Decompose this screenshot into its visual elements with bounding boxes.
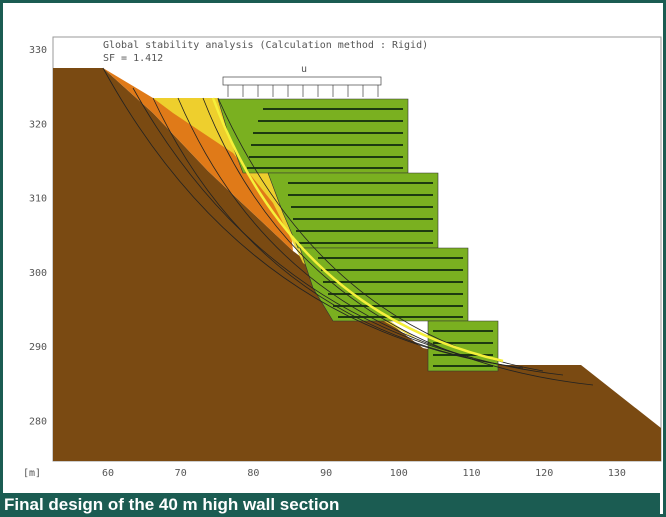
tick-label: 310 xyxy=(29,194,47,205)
tick-label: 60 xyxy=(102,468,114,479)
tick-label: 320 xyxy=(29,119,47,130)
tick-label: 120 xyxy=(535,468,553,479)
tick-label: 330 xyxy=(29,45,47,56)
caption: Final design of the 40 m high wall secti… xyxy=(0,493,660,517)
tick-label: 90 xyxy=(320,468,332,479)
tick-label: 280 xyxy=(29,417,47,428)
analysis-title: Global stability analysis (Calculation m… xyxy=(103,40,428,51)
section-drawing: u Global stability analysis (Calculation… xyxy=(3,3,663,491)
axis-unit: [m] xyxy=(23,468,41,479)
tick-label: 80 xyxy=(247,468,259,479)
tick-label: 130 xyxy=(608,468,626,479)
figure-frame: u Global stability analysis (Calculation… xyxy=(0,0,666,517)
load-label: u xyxy=(301,64,307,75)
tick-label: 70 xyxy=(175,468,187,479)
tick-label: 110 xyxy=(462,468,480,479)
tick-label: 100 xyxy=(390,468,408,479)
tick-label: 290 xyxy=(29,342,47,353)
y-axis: 330 320 310 300 290 280 xyxy=(29,45,47,428)
page: {"figure": { "title": "Global stability … xyxy=(0,0,666,517)
safety-factor: SF = 1.412 xyxy=(103,53,163,64)
tick-label: 300 xyxy=(29,268,47,279)
x-axis: 60 70 80 90 100 110 120 130 xyxy=(102,468,626,479)
